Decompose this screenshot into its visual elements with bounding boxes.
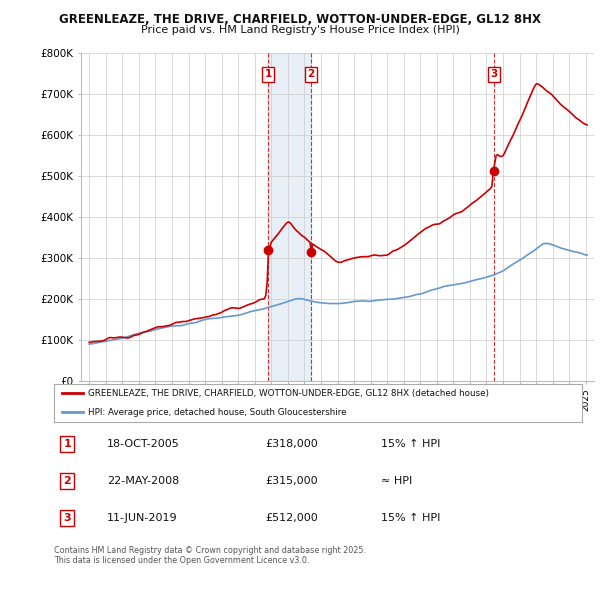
- Text: £315,000: £315,000: [265, 476, 318, 486]
- Text: 11-JUN-2019: 11-JUN-2019: [107, 513, 178, 523]
- Text: 2: 2: [307, 70, 314, 80]
- Text: GREENLEAZE, THE DRIVE, CHARFIELD, WOTTON-UNDER-EDGE, GL12 8HX: GREENLEAZE, THE DRIVE, CHARFIELD, WOTTON…: [59, 13, 541, 26]
- Text: Price paid vs. HM Land Registry's House Price Index (HPI): Price paid vs. HM Land Registry's House …: [140, 25, 460, 35]
- Text: GREENLEAZE, THE DRIVE, CHARFIELD, WOTTON-UNDER-EDGE, GL12 8HX (detached house): GREENLEAZE, THE DRIVE, CHARFIELD, WOTTON…: [88, 389, 490, 398]
- Text: £512,000: £512,000: [265, 513, 318, 523]
- Text: 15% ↑ HPI: 15% ↑ HPI: [382, 439, 441, 449]
- Text: 3: 3: [64, 513, 71, 523]
- Text: ≈ HPI: ≈ HPI: [382, 476, 413, 486]
- Text: HPI: Average price, detached house, South Gloucestershire: HPI: Average price, detached house, Sout…: [88, 408, 347, 417]
- Text: Contains HM Land Registry data © Crown copyright and database right 2025.
This d: Contains HM Land Registry data © Crown c…: [54, 546, 366, 565]
- Text: 2: 2: [64, 476, 71, 486]
- Text: 1: 1: [64, 439, 71, 449]
- Text: 15% ↑ HPI: 15% ↑ HPI: [382, 513, 441, 523]
- Text: 18-OCT-2005: 18-OCT-2005: [107, 439, 179, 449]
- Text: 22-MAY-2008: 22-MAY-2008: [107, 476, 179, 486]
- Text: £318,000: £318,000: [265, 439, 318, 449]
- Bar: [268, 53, 311, 381]
- Text: 1: 1: [265, 70, 272, 80]
- Text: 3: 3: [490, 70, 497, 80]
